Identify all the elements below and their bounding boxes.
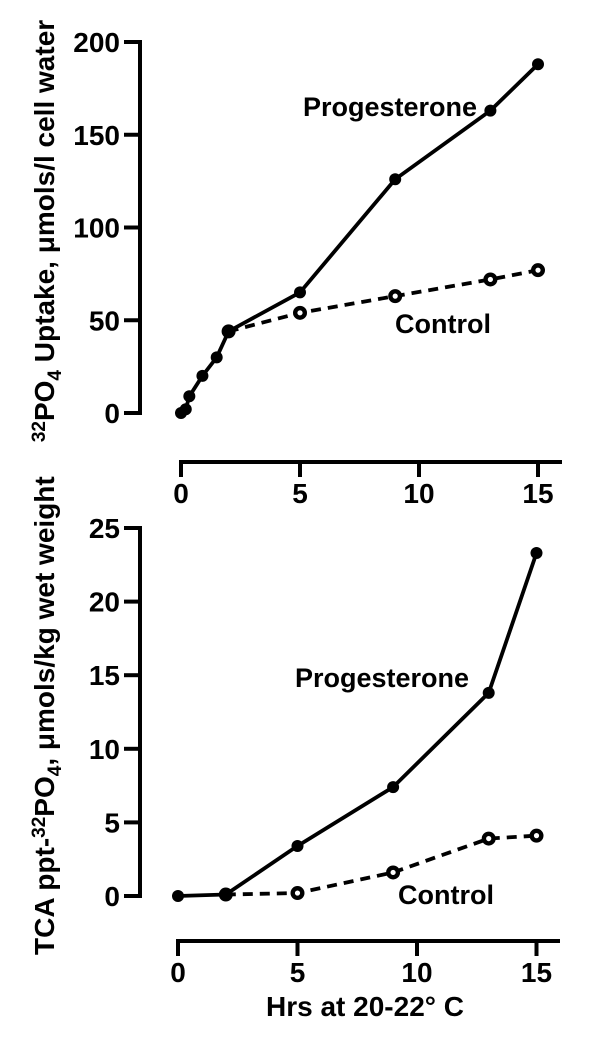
top-y-axis-title-mid: PO: [29, 380, 60, 422]
bottom-y-tick-label: 10: [89, 734, 120, 765]
bottom-x-tick-label: 10: [401, 957, 432, 988]
top-control-point: [293, 305, 308, 320]
bottom-y-axis-title-subscript: 4: [45, 765, 66, 777]
bottom-y-axis-title-mid: PO: [29, 776, 60, 817]
top-y-axis-title-subscript: 4: [45, 369, 66, 381]
top-progesterone-point: [210, 351, 223, 364]
top-y-tick-label: 50: [89, 305, 120, 336]
bottom-control-label: Control: [398, 880, 494, 910]
top-y-axis-title: 32PO4 Uptake, μmols/l cell water: [27, 1, 66, 461]
top-progesterone-point: [389, 173, 402, 186]
top-control-point: [531, 263, 546, 278]
bottom-progesterone-point: [530, 547, 543, 560]
top-control-point: [483, 272, 498, 287]
bottom-y-tick-label: 25: [89, 513, 120, 544]
top-y-tick-label: 200: [73, 27, 120, 58]
bottom-progesterone-point: [219, 888, 232, 901]
bottom-y-axis-title: TCA ppt-32PO4, μmols/kg wet weight: [27, 476, 66, 955]
top-y-axis-title-rest: Uptake, μmols/l cell water: [29, 19, 60, 370]
bottom-y-tick-label: 0: [104, 881, 120, 912]
top-progesterone-point: [532, 58, 544, 71]
bottom-x-tick-label: 15: [521, 957, 552, 988]
top-progesterone-point: [179, 403, 192, 416]
bottom-control-point: [529, 828, 544, 843]
bottom-progesterone-point: [482, 686, 495, 699]
bottom-x-tick-label: 0: [170, 957, 186, 988]
bottom-x-tick-label: 5: [290, 957, 306, 988]
bottom-progesterone-point: [172, 890, 184, 902]
bottom-y-tick-label: 15: [89, 660, 120, 691]
bottom-y-axis-title-rest: , μmols/kg wet weight: [29, 476, 60, 766]
bottom-control-point: [386, 865, 401, 880]
top-x-tick-label: 0: [173, 478, 189, 509]
top-progesterone-line: [179, 62, 540, 415]
top-y-axis-title-superscript: 32: [29, 421, 50, 443]
bottom-progesterone-label: Progesterone: [295, 663, 469, 693]
top-x-tick-label: 10: [403, 478, 434, 509]
bottom-y-axis-title-pre: TCA ppt-: [29, 837, 60, 955]
bottom-chart: 0 5 10 15 20 25 0 5 10 15 Progesterone Control: [89, 513, 560, 988]
bottom-progesterone-point: [387, 781, 400, 794]
top-progesterone-point: [484, 104, 497, 117]
top-y-tick-label: 150: [73, 120, 120, 151]
bottom-y-tick-label: 5: [104, 807, 120, 838]
top-control-label: Control: [395, 309, 491, 339]
top-y-tick-label: 0: [104, 398, 120, 429]
bottom-control-point: [290, 886, 305, 901]
top-y-tick-label: 100: [73, 213, 120, 244]
bottom-y-axis-title-superscript: 32: [29, 816, 50, 838]
bottom-progesterone-point: [291, 839, 304, 852]
bottom-y-tick-label: 20: [89, 587, 120, 618]
top-control-point: [388, 289, 403, 304]
top-chart: 0 50 100 150 200 0 5 10 15 Progesterone Control: [73, 27, 562, 509]
top-progesterone-point: [196, 369, 209, 382]
top-x-tick-label: 15: [522, 478, 553, 509]
top-progesterone-label: Progesterone: [303, 92, 477, 122]
x-axis-title: Hrs at 20-22° C: [266, 991, 464, 1022]
top-progesterone-point: [183, 390, 196, 403]
top-x-tick-label: 5: [292, 478, 308, 509]
bottom-progesterone-line: [177, 552, 539, 898]
top-progesterone-point: [294, 286, 306, 299]
top-progesterone-point: [222, 325, 235, 338]
bottom-control-point: [481, 831, 496, 846]
